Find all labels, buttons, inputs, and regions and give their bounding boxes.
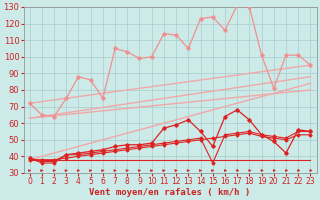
X-axis label: Vent moyen/en rafales ( km/h ): Vent moyen/en rafales ( km/h ) xyxy=(89,188,251,197)
